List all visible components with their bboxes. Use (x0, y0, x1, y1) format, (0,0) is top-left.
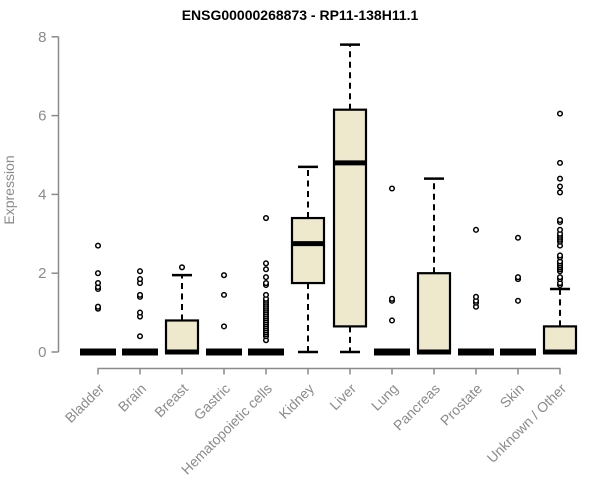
box-group (458, 226, 494, 356)
outlier-point (472, 226, 480, 233)
x-tick-label: Pancreas (390, 380, 443, 433)
box-group (332, 43, 368, 354)
box-group (164, 264, 200, 355)
outlier-point (136, 276, 144, 283)
outlier-point (388, 295, 396, 302)
outlier-point (178, 264, 186, 271)
median-bar (122, 348, 158, 356)
outlier-point (262, 266, 270, 273)
box-group (290, 165, 326, 354)
outlier-point (262, 274, 270, 281)
box-group (248, 214, 284, 356)
box-rect (332, 108, 368, 328)
outlier-point (556, 252, 564, 259)
y-tick-label: 6 (38, 108, 46, 125)
x-tick-label: Bladder (62, 380, 108, 426)
box-group (206, 272, 242, 356)
x-tick-label: Breast (151, 380, 191, 420)
median-bar (80, 348, 116, 356)
x-tick-label: Prostate (437, 380, 485, 428)
outlier-point (136, 309, 144, 316)
outlier-point (514, 297, 522, 304)
outlier-point (136, 333, 144, 340)
median-bar (458, 348, 494, 356)
outlier-point (94, 280, 102, 287)
y-tick-label: 2 (38, 265, 46, 282)
outlier-point (136, 291, 144, 298)
outlier-point (556, 159, 564, 166)
box-rect (290, 216, 326, 285)
outlier-point (220, 291, 228, 298)
outlier-point (262, 291, 270, 298)
outlier-point (136, 268, 144, 275)
outlier-point (556, 189, 564, 196)
outlier-point (220, 323, 228, 330)
median-bar (500, 348, 536, 356)
x-tick-label: Liver (326, 380, 359, 413)
outlier-point (472, 293, 480, 300)
x-tick-label: Skin (497, 380, 528, 411)
outlier-point (556, 183, 564, 190)
outlier-point (388, 185, 396, 192)
x-tick-label: Kidney (276, 380, 318, 422)
median-bar (248, 348, 284, 356)
outlier-point (556, 175, 564, 182)
box-group (374, 185, 410, 356)
outlier-point (388, 317, 396, 324)
box-rect (416, 272, 452, 354)
y-tick-label: 0 (38, 344, 46, 361)
x-tick-label: Brain (115, 380, 149, 414)
box-group (122, 268, 158, 356)
outlier-point (262, 214, 270, 222)
outlier-point (220, 272, 228, 279)
outlier-point (556, 216, 564, 224)
x-tick-label: Unknown / Other (484, 380, 570, 466)
outlier-point (556, 110, 564, 117)
y-axis-label: Expression (1, 155, 17, 224)
outlier-point (556, 226, 564, 233)
outlier-point (262, 260, 270, 267)
chart-title: ENSG00000268873 - RP11-138H11.1 (182, 7, 419, 23)
median-bar (206, 348, 242, 356)
outlier-point (514, 234, 522, 241)
box-group (80, 242, 116, 356)
x-tick-label: Lung (368, 380, 401, 413)
box-group (542, 110, 578, 355)
y-tick-label: 8 (38, 29, 46, 46)
box-series (80, 43, 578, 356)
outlier-point (94, 242, 102, 249)
outlier-point (514, 274, 522, 281)
box-group (416, 177, 452, 355)
outlier-point (94, 303, 102, 310)
median-bar (374, 348, 410, 356)
outlier-point (556, 274, 564, 281)
y-tick-label: 4 (38, 186, 46, 203)
box-group (500, 234, 536, 356)
box-rect (164, 319, 200, 354)
box-rect (542, 325, 578, 354)
outlier-point (94, 270, 102, 277)
outlier-point (262, 280, 270, 287)
